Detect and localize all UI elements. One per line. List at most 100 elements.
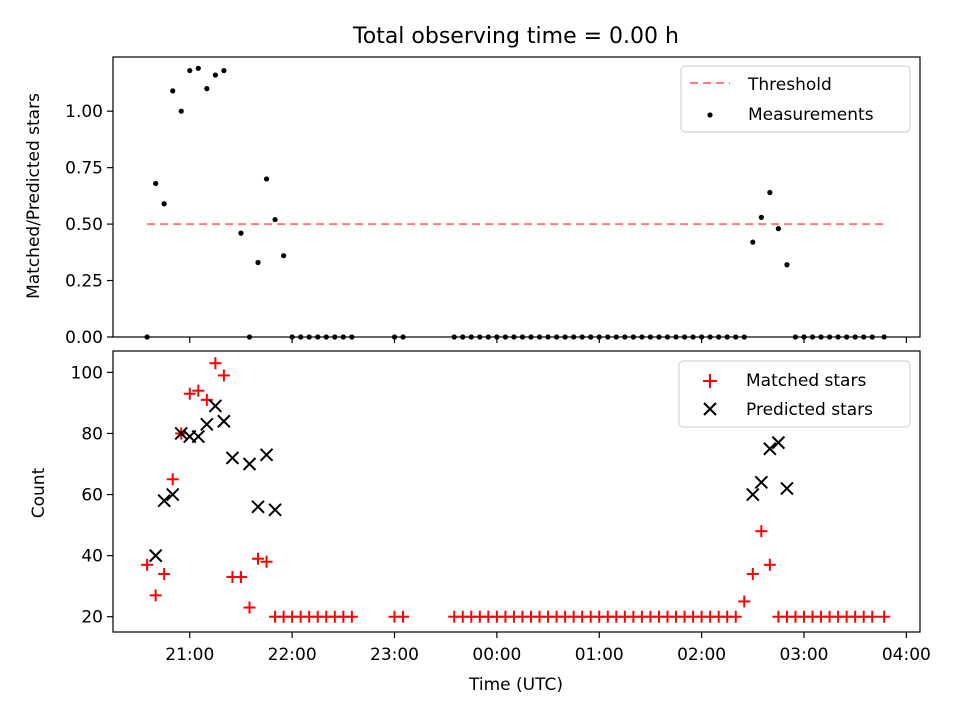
- top-y-tick-label: 0.00: [65, 328, 103, 348]
- matched-star-marker: [252, 552, 265, 565]
- top-y-tick-label: 0.50: [65, 215, 103, 235]
- matched-star-marker: [243, 601, 256, 614]
- top-y-ticks: 0.00 0.25 0.50 0.75 1.00: [65, 102, 113, 348]
- matched-star-marker: [755, 525, 768, 538]
- measurement-point: [255, 259, 261, 266]
- top-title: Total observing time = 0.00 h: [352, 24, 679, 49]
- predicted-star-marker: [200, 417, 214, 432]
- bottom-x-tick-label: 22:00: [268, 645, 317, 665]
- top-y-tick-label: 1.00: [65, 102, 103, 122]
- legend-predicted-swatch: [703, 402, 717, 416]
- matched-star-marker: [141, 558, 154, 571]
- measurement-point: [153, 180, 159, 187]
- predicted-marker-b: [754, 475, 769, 490]
- matched-star-marker: [866, 610, 879, 623]
- matched-star-marker: [397, 610, 410, 623]
- legend-measurements-label: Measurements: [748, 105, 874, 125]
- measurement-point: [204, 86, 210, 92]
- predicted-star-marker: [174, 426, 188, 441]
- bottom-x-tick-label: 21:00: [165, 645, 214, 665]
- predicted-marker-b: [174, 426, 188, 441]
- measurement-point: [170, 88, 176, 94]
- bottom-ylabel: Count: [29, 467, 49, 518]
- matched-star-marker: [200, 393, 213, 406]
- bottom-y-tick-label: 40: [81, 547, 103, 567]
- matched-star-marker: [217, 369, 230, 382]
- predicted-marker-b: [208, 399, 223, 413]
- predicted-star-marker: [166, 487, 180, 502]
- bottom-y-tick-label: 80: [81, 424, 103, 444]
- predicted-marker-b: [780, 481, 794, 496]
- predicted-star-marker: [191, 429, 206, 444]
- predicted-star-marker: [746, 487, 760, 502]
- predicted-star-marker: [268, 503, 282, 517]
- legend-measurements-swatch: [707, 112, 713, 118]
- bottom-plot-frame: [112, 350, 921, 633]
- legend-threshold-label: Threshold: [747, 75, 832, 95]
- measurement-point: [221, 67, 227, 74]
- top-legend-box: [680, 65, 911, 133]
- bottom-y-ticks: 20 40 60 80 100: [71, 363, 113, 628]
- predicted-star-marker: [242, 457, 257, 471]
- measurement-point: [775, 226, 781, 232]
- top-ylabel: Matched/Predicted stars: [24, 93, 44, 299]
- bottom-x-ticks: 21:00 22:00 23:00 00:00 01:00 02:00 03:00 04:00: [165, 632, 931, 665]
- measurement-point: [758, 214, 764, 220]
- predicted-star-marker: [251, 500, 265, 514]
- predicted-star-marker: [754, 475, 769, 490]
- predicted-marker-b: [251, 500, 265, 514]
- matched-star-marker: [260, 555, 273, 568]
- measurement-point: [750, 239, 756, 245]
- matched-star-marker: [158, 567, 171, 580]
- legend-matched-label: Matched stars: [746, 371, 866, 391]
- bottom-y-tick-label: 60: [81, 486, 103, 506]
- matched-star-marker: [738, 595, 751, 608]
- matched-star-marker: [878, 610, 891, 623]
- matched-star-marker: [209, 357, 222, 370]
- matched-star-marker: [729, 610, 742, 623]
- bottom-y-tick-label: 20: [81, 608, 103, 628]
- bottom-x-tick-label: 23:00: [370, 645, 419, 665]
- measurement-point: [281, 253, 287, 259]
- bottom-x-tick-label: 04:00: [882, 645, 931, 665]
- predicted-marker-b: [771, 435, 786, 450]
- predicted-star-marker: [780, 481, 794, 496]
- predicted-star-marker: [259, 448, 274, 462]
- measurement-point: [263, 176, 270, 182]
- top-plot-frame: [112, 56, 921, 338]
- predicted-star-marker: [763, 442, 777, 456]
- predicted-star-marker: [771, 435, 786, 450]
- measurement-point: [195, 65, 201, 71]
- measurement-point: [187, 67, 193, 74]
- legend-predicted-label: Predicted stars: [746, 400, 873, 420]
- matched-star-markers: [141, 357, 891, 623]
- top-y-tick-label: 0.75: [65, 159, 103, 179]
- predicted-marker-b: [166, 487, 180, 502]
- measurement-point: [212, 72, 218, 78]
- bottom-x-tick-label: 03:00: [779, 645, 828, 665]
- legend-matched-swatch: [703, 374, 717, 388]
- matched-star-marker: [149, 589, 162, 602]
- measurement-point: [767, 189, 773, 196]
- matched-star-marker: [345, 610, 358, 623]
- predicted-marker-b: [259, 448, 274, 462]
- bottom-legend-box: [678, 360, 911, 428]
- predicted-star-marker: [225, 451, 240, 465]
- predicted-marker-b: [200, 417, 214, 432]
- predicted-marker-b: [148, 548, 163, 563]
- bottom-x-tick-label: 01:00: [575, 645, 624, 665]
- predicted-star-marker: [157, 493, 171, 508]
- measurement-point: [238, 230, 244, 236]
- predicted-marker-b: [763, 442, 777, 456]
- matched-star-marker: [192, 384, 205, 397]
- predicted-star-markers: [148, 399, 794, 563]
- bottom-x-tick-label: 02:00: [677, 645, 726, 665]
- bottom-y-tick-label: 100: [71, 363, 103, 383]
- matched-star-marker: [166, 473, 179, 486]
- predicted-marker-b: [217, 414, 231, 428]
- bottom-legend: Matched stars Predicted stars: [678, 360, 911, 428]
- measurement-point: [161, 201, 167, 207]
- matched-star-marker: [183, 387, 196, 400]
